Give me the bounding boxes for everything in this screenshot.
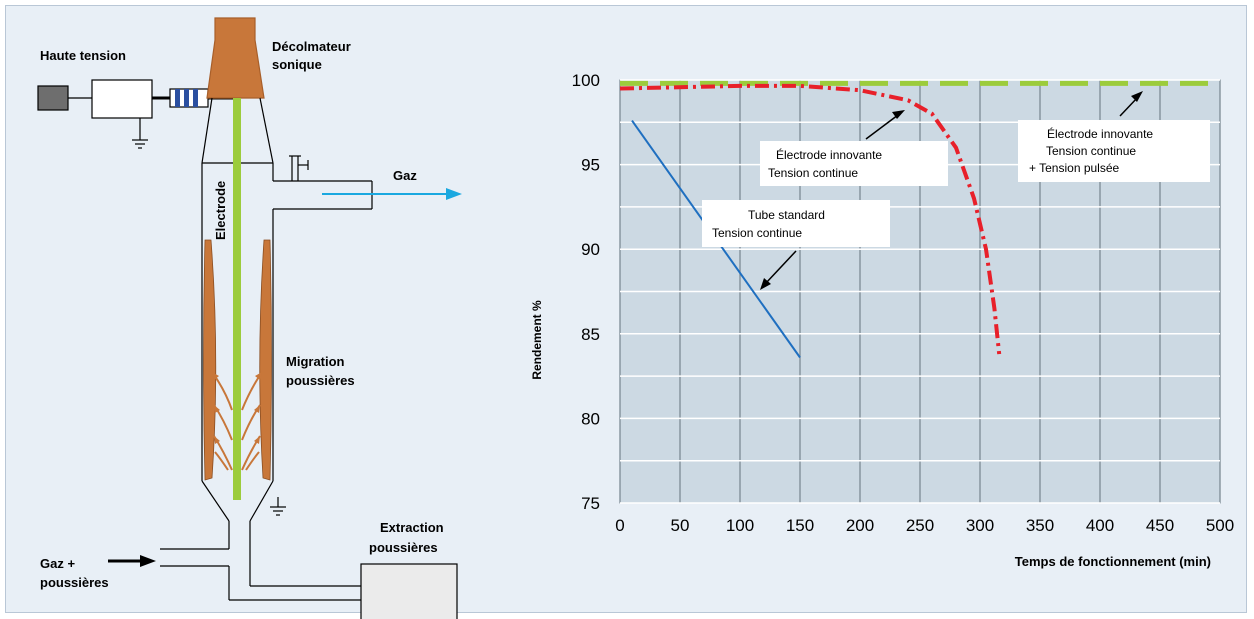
annotation-line: Tension continue: [712, 226, 802, 240]
label-decolmateur: Décolmateur: [272, 39, 351, 54]
inlet-arrowhead: [140, 555, 156, 567]
x-tick-labels: 0 50 100 150 200 250 300 350 400 450 500: [615, 516, 1234, 535]
annotation-line: + Tension pulsée: [1029, 161, 1120, 175]
electrode-rod: [233, 98, 241, 500]
y-axis-label: Rendement %: [530, 300, 544, 380]
annotation-line: Tension continue: [768, 166, 858, 180]
y-tick-label: 85: [581, 325, 600, 344]
dust-deposit-left: [203, 239, 217, 481]
annotation-tube-standard: Tube standard Tension continue: [702, 200, 890, 290]
y-tick-label: 95: [581, 156, 600, 175]
label-gaz: Gaz: [393, 168, 417, 183]
cone-wall: [259, 97, 274, 164]
transformer-box: [91, 79, 153, 119]
label-entree: Gaz +: [40, 556, 75, 571]
label-entree-2: poussières: [40, 575, 109, 590]
label-haute-tension: Haute tension: [40, 48, 126, 63]
y-tick-label: 75: [581, 494, 600, 513]
y-tick-label: 80: [581, 409, 600, 428]
annotation-electrode-continue: Électrode innovante Tension continue: [760, 110, 948, 186]
x-tick-label: 300: [966, 516, 994, 535]
annotation-electrode-pulsee: Électrode innovante Tension continue + T…: [1018, 91, 1210, 182]
ground-icon: [270, 497, 286, 516]
annotation-line: Tension continue: [1046, 144, 1136, 158]
label-decolmateur-2: sonique: [272, 57, 322, 72]
insulator-icon: [169, 88, 209, 108]
label-migration: Migration: [286, 354, 345, 369]
sonic-declogger: [206, 17, 265, 99]
label-extraction-2: poussières: [369, 540, 438, 555]
y-tick-label: 100: [572, 71, 600, 90]
x-axis-label: Temps de fonctionnement (min): [1015, 554, 1211, 569]
cone-wall: [201, 97, 213, 164]
dust-deposit-right: [259, 239, 272, 481]
y-tick-labels: 75 80 85 90 95 100: [572, 71, 600, 513]
x-tick-label: 250: [906, 516, 934, 535]
arrowheads: [212, 372, 262, 444]
valve-icon: [289, 155, 309, 181]
series-line: [619, 83, 1002, 355]
hopper-wall: [201, 480, 230, 522]
label-extraction: Extraction: [380, 520, 444, 535]
gas-arrowhead: [446, 188, 462, 200]
precipitator-diagram: [37, 17, 462, 619]
efficiency-chart: 75 80 85 90 95 100 0 50 100 150 200 250 300 350 400 45…: [530, 71, 1234, 569]
x-tick-label: 400: [1086, 516, 1114, 535]
label-migration-2: poussières: [286, 373, 355, 388]
x-tick-label: 100: [726, 516, 754, 535]
ground-icon: [132, 139, 148, 149]
annotation-line: Électrode innovante: [1047, 126, 1153, 141]
x-tick-label: 350: [1026, 516, 1054, 535]
annotation-line: Électrode innovante: [776, 147, 882, 162]
extraction-box: [360, 563, 458, 619]
label-electrode: Electrode: [213, 181, 228, 240]
x-tick-label: 450: [1146, 516, 1174, 535]
x-tick-label: 0: [615, 516, 624, 535]
power-box: [37, 85, 69, 111]
hopper-wall: [249, 480, 274, 522]
x-tick-label: 50: [671, 516, 690, 535]
y-tick-label: 90: [581, 240, 600, 259]
annotation-line: Tube standard: [748, 208, 825, 222]
x-tick-label: 150: [786, 516, 814, 535]
x-tick-label: 500: [1206, 516, 1234, 535]
x-tick-label: 200: [846, 516, 874, 535]
